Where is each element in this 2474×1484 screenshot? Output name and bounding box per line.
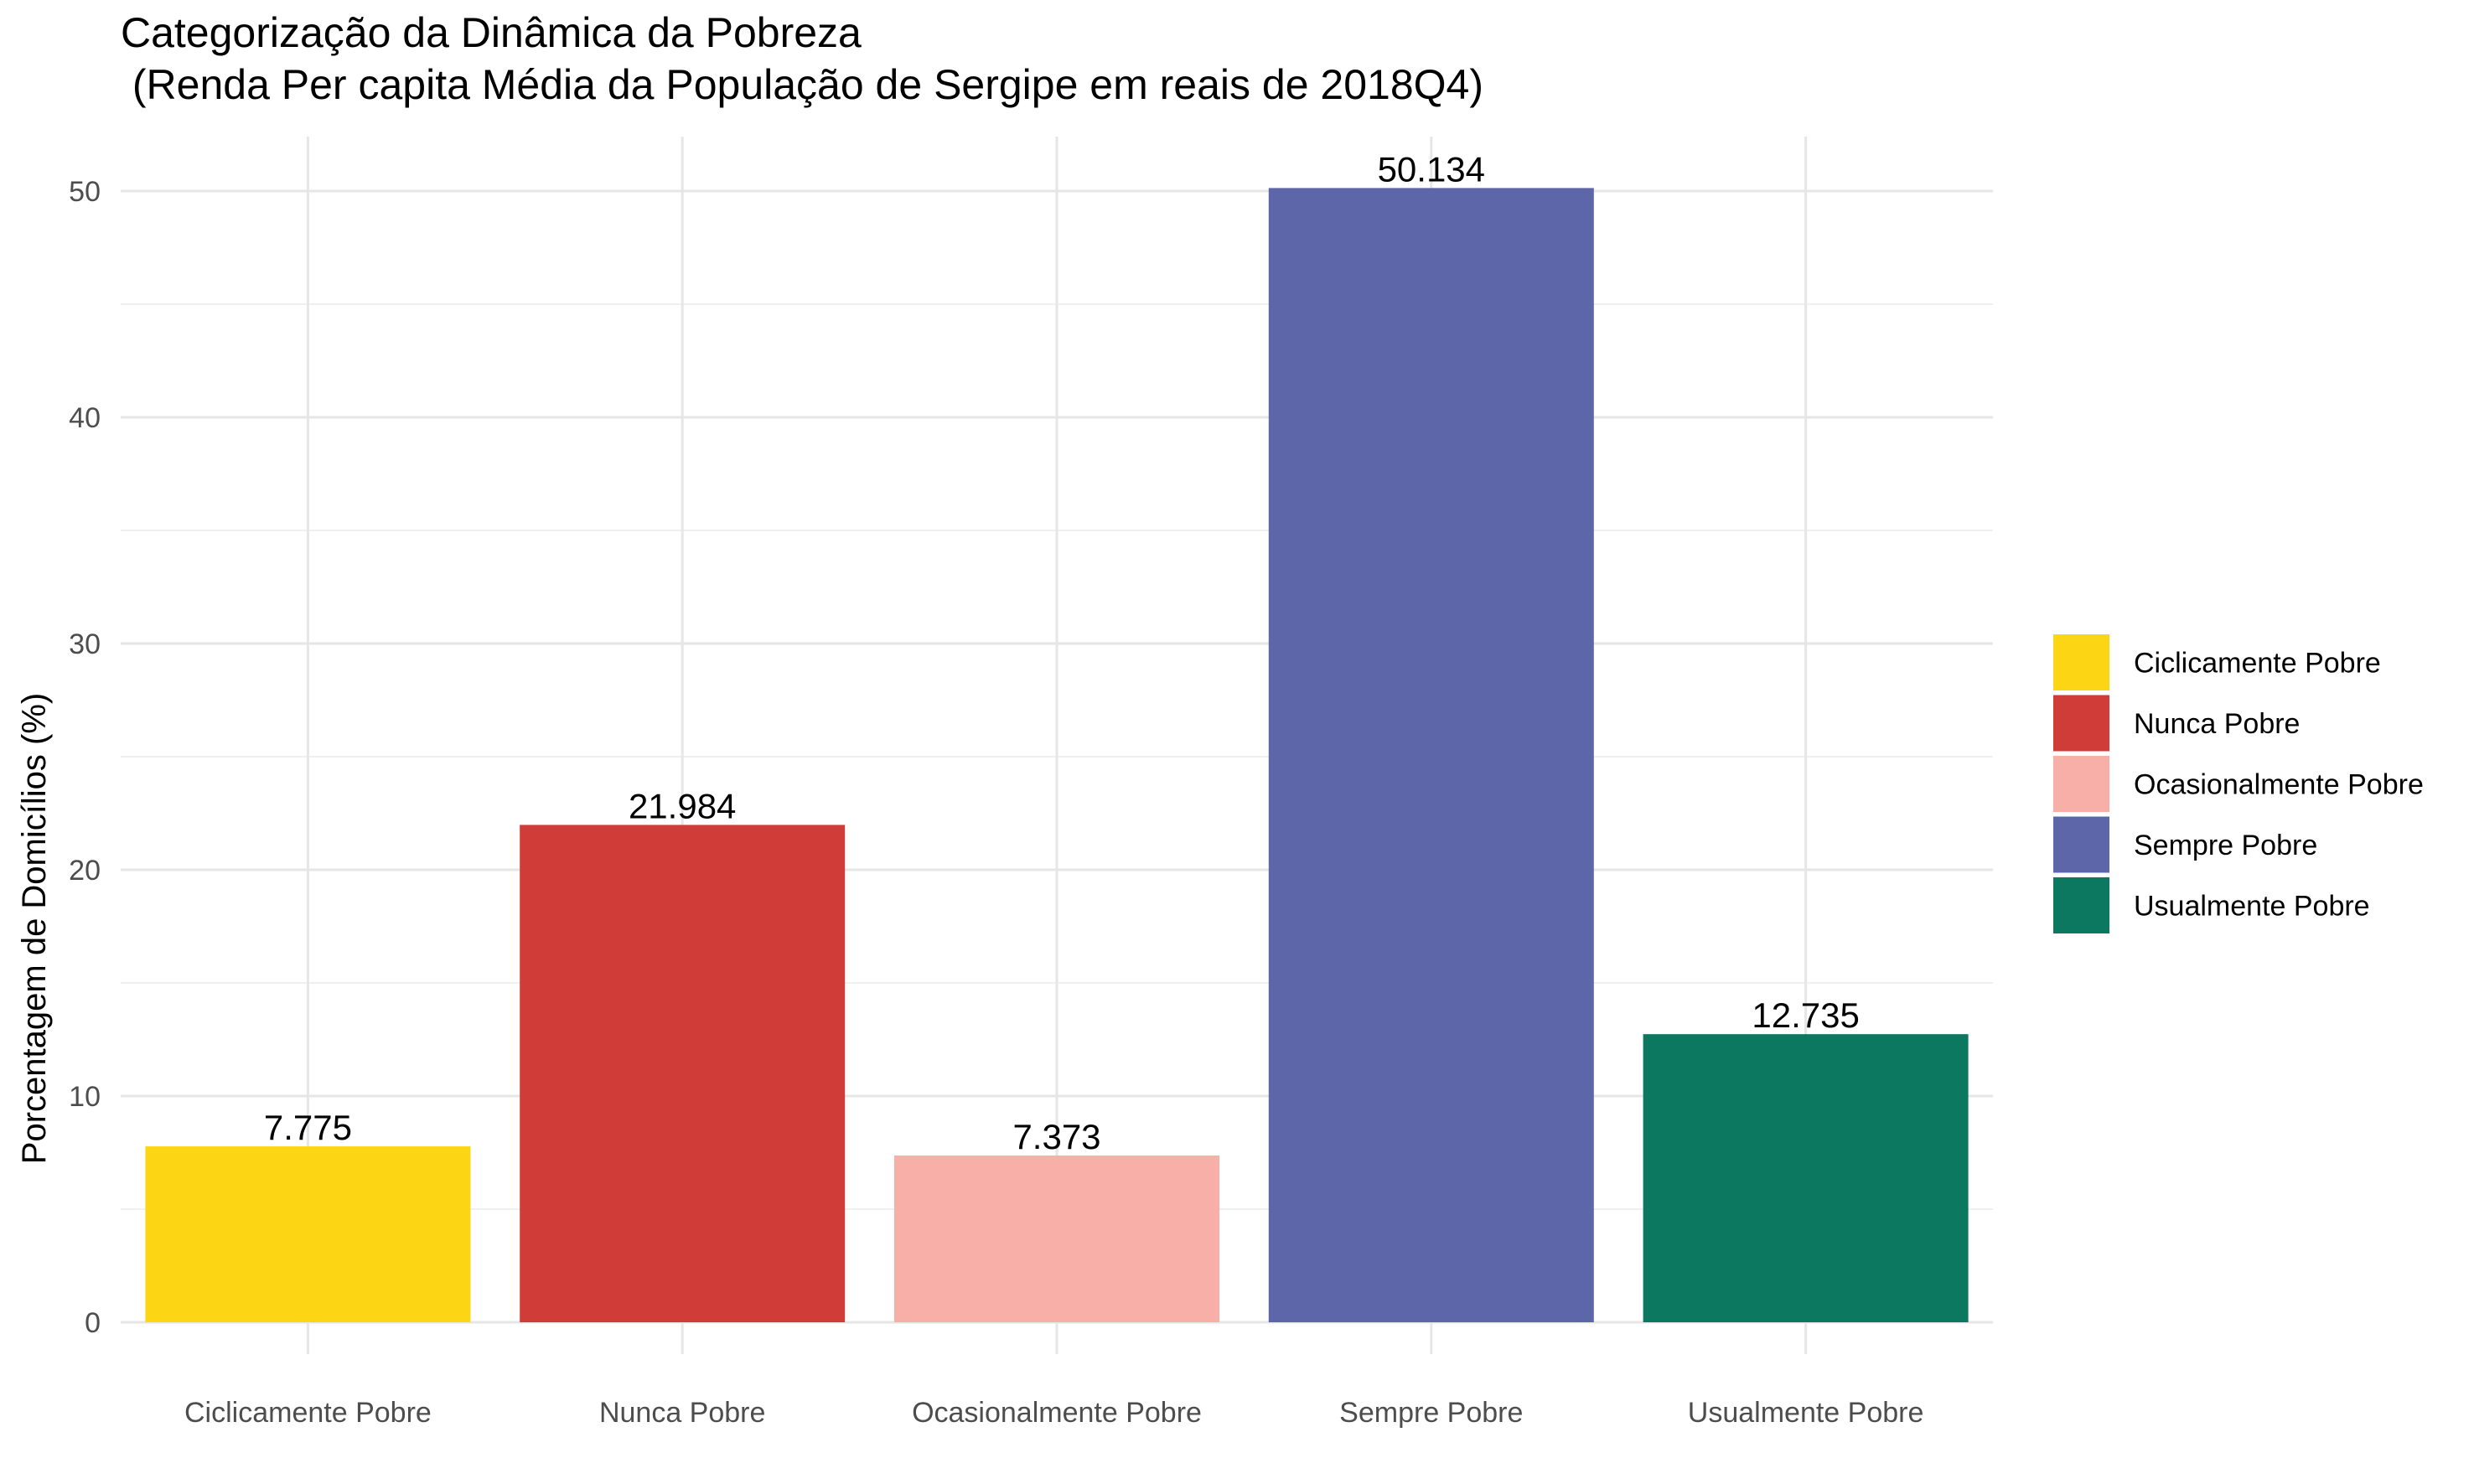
bar-3 [894,1155,1219,1322]
y-tick-label: 40 [69,402,101,434]
x-tick-label: Usualmente Pobre [1688,1397,1924,1429]
data-label-5: 12.735 [1752,995,1859,1035]
bar-2 [520,825,846,1322]
legend-key-1 [2053,634,2109,690]
y-tick-label: 20 [69,855,101,887]
data-label-1: 7.775 [264,1108,352,1147]
y-tick-label: 0 [85,1307,101,1339]
x-tick-label: Ocasionalmente Pobre [912,1397,1202,1429]
legend-label-5: Usualmente Pobre [2134,891,2370,923]
legend-label-1: Ciclicamente Pobre [2134,648,2381,680]
legend-key-5 [2053,877,2109,933]
y-axis-label: Porcentagem de Domicílios (%) [16,693,53,1164]
bars [145,188,1969,1323]
legend-key-2 [2053,695,2109,752]
bar-5 [1643,1034,1969,1322]
data-labels: 7.775 21.984 7.373 50.134 12.735 [264,149,1860,1156]
legend-key-3 [2053,756,2109,812]
legend-label-2: Nunca Pobre [2134,708,2300,740]
chart-title: Categorização da Dinâmica da Pobreza [121,9,862,56]
x-tick-label: Nunca Pobre [599,1397,765,1429]
y-axis-ticks: 0 10 20 30 40 50 [69,176,101,1339]
bar-4 [1268,188,1594,1323]
legend: Ciclicamente Pobre Nunca Pobre Ocasionalme… [2053,634,2424,933]
y-tick-label: 30 [69,628,101,660]
data-label-2: 21.984 [629,786,736,825]
x-axis-ticks: Ciclicamente Pobre Nunca Pobre Ocasionalme… [184,1397,1923,1429]
legend-label-4: Sempre Pobre [2134,830,2317,861]
x-tick-label: Sempre Pobre [1339,1397,1523,1429]
legend-label-3: Ocasionalmente Pobre [2134,769,2424,801]
data-label-4: 50.134 [1378,149,1485,189]
chart-subtitle: (Renda Per capita Média da População de … [121,61,1484,108]
y-tick-label: 50 [69,176,101,208]
data-label-3: 7.373 [1012,1117,1100,1156]
x-tick-label: Ciclicamente Pobre [184,1397,432,1429]
y-tick-label: 10 [69,1081,101,1113]
legend-key-4 [2053,816,2109,873]
bar-1 [145,1146,471,1322]
